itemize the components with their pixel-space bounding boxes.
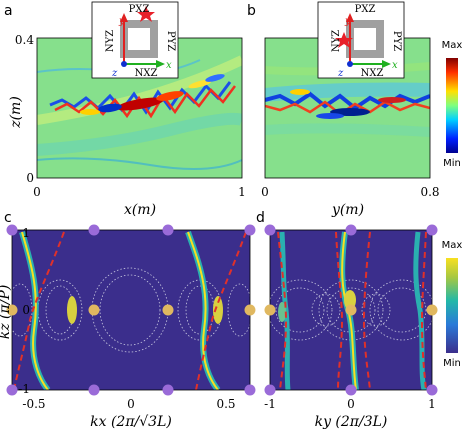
- source-star-icon: [137, 6, 155, 22]
- panel-a-xlabel: x(m): [124, 202, 156, 218]
- panel-b-xtick-left: 0: [261, 185, 269, 199]
- panel-a: a 0.4 0 0 1 x(m) z(m): [4, 1, 246, 218]
- panel-b-xlabel: y(m): [331, 202, 364, 218]
- panel-a-ytick-bottom: 0: [26, 171, 34, 185]
- panel-d-letter: d: [256, 210, 265, 226]
- panel-d-markers: [264, 224, 438, 396]
- panel-b-letter: b: [247, 3, 256, 19]
- panel-a-letter: a: [4, 3, 13, 19]
- panel-d-xlabel: ky (2π/3L): [315, 414, 388, 430]
- panels-c-y_ticks-0: 1: [22, 226, 30, 240]
- y-axis-arrow-icon: [120, 13, 128, 22]
- panels-a-inset-bottom: NXZ: [135, 68, 158, 79]
- panel-d: d: [256, 210, 438, 430]
- panel-c-ylabel: kz (π/P): [0, 285, 13, 340]
- panels-b-inset-top: PXZ: [355, 4, 376, 15]
- panel-b-xtick-right: 0.8: [420, 185, 439, 199]
- panels-b-inset-axis_x: x: [392, 60, 398, 71]
- colorbars-top-min: Min: [443, 158, 461, 169]
- panels-a-inset-left: NYZ: [105, 30, 116, 52]
- panel-c-markers: [6, 224, 256, 396]
- colorbars-bottom-max: Max: [442, 240, 463, 251]
- panels-c-y_ticks-1: 0: [22, 303, 30, 317]
- panel-c: c: [0, 210, 256, 430]
- x-axis-arrow-icon: [156, 60, 165, 68]
- panel-a-ylabel: z(m): [8, 96, 24, 129]
- panels-c-x_ticks-2: 0.5: [216, 397, 235, 411]
- panel-c-red-dashed: [13, 231, 247, 390]
- panel-d-red-dashed: [277, 231, 427, 390]
- panels-c-x_ticks-0: -0.5: [22, 397, 45, 411]
- y-axis-arrow-icon-b: [346, 13, 354, 22]
- panel-b: b 0 0.8 y(m) PXZ NY: [247, 1, 440, 218]
- panel-b-waves: [265, 62, 430, 137]
- x-axis-arrow-icon-b: [382, 60, 391, 68]
- panels-c-x_ticks-1: 0: [127, 397, 135, 411]
- panels-b-inset-bottom: NXZ: [361, 68, 384, 79]
- z-axis-dot-icon-b: [347, 61, 353, 67]
- panels-a-inset-axis_y: y: [118, 16, 125, 27]
- panels-b-inset-axis_y: y: [344, 16, 351, 27]
- source-star-icon-b: [335, 32, 353, 48]
- panel-a-ytick-top: 0.4: [15, 33, 34, 47]
- panels-a-inset-axis_x: x: [166, 60, 172, 71]
- panel-c-field: [12, 230, 250, 390]
- colorbars-bottom-min: Min: [443, 358, 461, 369]
- panels-a-inset-right: PYZ: [165, 31, 176, 51]
- panels-b-inset-axis_z: z: [337, 68, 344, 79]
- panels-b-inset-right: PYZ: [391, 31, 402, 51]
- panel-a-xtick-right: 1: [238, 185, 246, 199]
- panel-c-bands: [19, 230, 223, 390]
- panel-b-inset: PXZ NYZ PYZ NXZ y x z: [317, 1, 405, 79]
- panel-a-xtick-left: 0: [33, 185, 41, 199]
- panels-c-y_ticks-2: -1: [18, 382, 30, 396]
- panel-d-dotted-contours: [270, 279, 432, 341]
- panels-d-x_ticks-2: 1: [428, 397, 436, 411]
- panel-a-waves: [37, 55, 242, 170]
- z-axis-dot-icon: [121, 61, 127, 67]
- panels-a-inset-axis_z: z: [111, 68, 118, 79]
- colorbars-top-max: Max: [442, 40, 463, 51]
- colorbar-top: Max Min: [442, 40, 463, 169]
- panels-b-inset-left: NYZ: [331, 30, 342, 52]
- panel-c-letter: c: [4, 210, 12, 226]
- panels-d-x_ticks-0: -1: [264, 397, 276, 411]
- panels-a-inset-top: PXZ: [129, 4, 150, 15]
- panel-c-xlabel: kx (2π/√3L): [90, 414, 172, 430]
- panels-d-x_ticks-1: 0: [347, 397, 355, 411]
- colorbar-bottom: Max Min: [442, 240, 463, 369]
- panel-a-inset: PXZ NYZ PYZ NXZ y x z: [91, 1, 179, 79]
